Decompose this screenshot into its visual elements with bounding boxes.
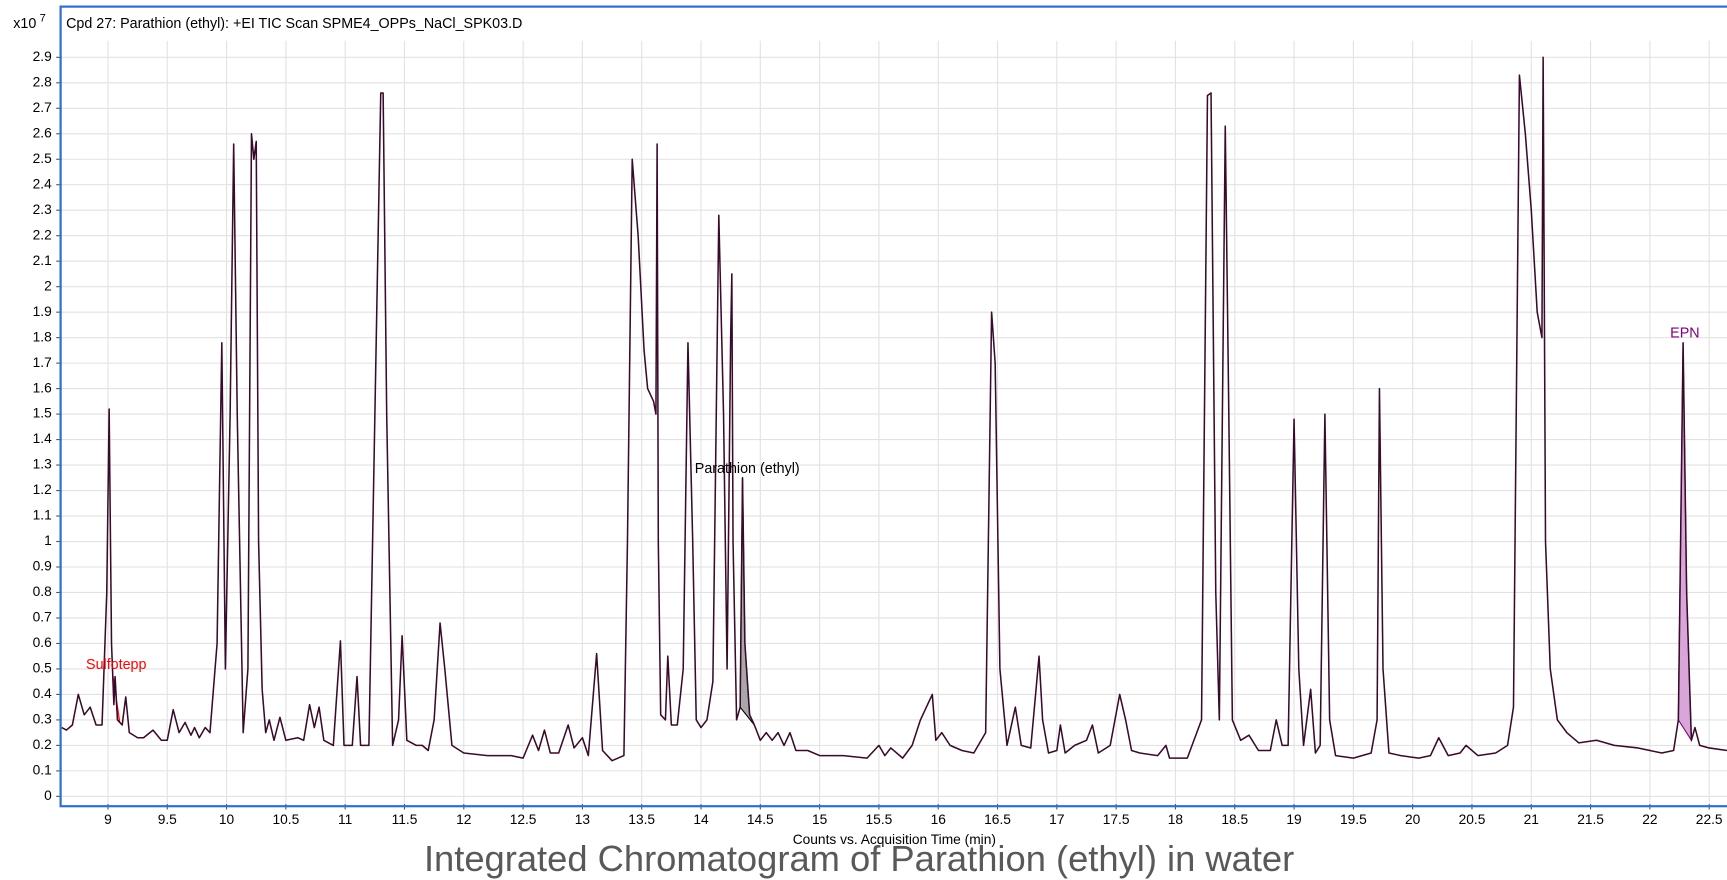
x-tick-label: 11.5 [392, 812, 418, 827]
trace [61, 56, 1727, 762]
x-tick-label: 14.5 [747, 812, 774, 827]
x-tick-label: 12 [456, 812, 471, 827]
multiplier-exponent: 7 [40, 13, 46, 25]
y-tick-label: 2.5 [33, 151, 52, 166]
y-tick-label: 0.3 [33, 712, 52, 727]
x-tick-label: 20 [1405, 812, 1421, 827]
y-tick-label: 0.1 [33, 763, 52, 778]
x-tick-label: 20.5 [1459, 812, 1486, 827]
y-tick-label: 1.4 [33, 431, 52, 446]
chart-title: Cpd 27: Parathion (ethyl): +EI TIC Scan … [66, 16, 522, 32]
x-tick-label: 22.5 [1696, 812, 1723, 827]
y-tick-label: 0.9 [33, 559, 52, 574]
x-tick-label: 21 [1524, 812, 1539, 827]
x-tick-label: 18.5 [1221, 812, 1248, 827]
x-tick-label: 11 [338, 812, 352, 827]
y-tick-label: 2.1 [33, 253, 52, 268]
x-tick-label: 12.5 [510, 812, 537, 827]
y-tick-label: 1 [44, 533, 52, 548]
trace-line [61, 56, 1727, 762]
x-tick-label: 17 [1049, 812, 1064, 827]
x-tick-label: 18 [1168, 812, 1184, 827]
peak-label: Parathion (ethyl) [695, 461, 800, 477]
y-tick-label: 1.8 [33, 329, 52, 344]
y-tick-label: 2.6 [33, 125, 52, 140]
y-multiplier: x10 7 [13, 13, 45, 32]
x-axis-label: Counts vs. Acquisition Time (min) [793, 832, 996, 847]
peak-label: Sulfotepp [86, 657, 146, 673]
y-tick-label: 1.7 [33, 355, 52, 370]
y-tick-label: 0.8 [33, 584, 52, 599]
x-tick-label: 15 [812, 812, 828, 827]
x-tick-label: 17.5 [1103, 812, 1130, 827]
y-tick-label: 2.4 [33, 176, 52, 191]
x-tick-label: 21.5 [1577, 812, 1604, 827]
caption: Integrated Chromatogram of Parathion (et… [424, 838, 1294, 879]
y-tick-label: 1.6 [33, 380, 52, 395]
x-tick-label: 16.5 [984, 812, 1011, 827]
y-tick-label: 0.5 [33, 661, 52, 676]
y-tick-label: 0.2 [33, 737, 52, 752]
y-tick-label: 0.6 [33, 635, 52, 650]
x-tick-label: 10.5 [272, 812, 299, 827]
x-tick-label: 16 [931, 812, 947, 827]
y-tick-label: 2.2 [33, 227, 52, 242]
y-tick-label: 1.9 [33, 304, 52, 319]
y-tick-label: 0.4 [33, 686, 52, 701]
x-tick-label: 15.5 [866, 812, 893, 827]
x-tick-label: 19.5 [1340, 812, 1367, 827]
x-tick-label: 13 [575, 812, 591, 827]
y-tick-label: 0.7 [33, 610, 52, 625]
plot-frame [59, 5, 1727, 808]
y-tick-label: 0 [44, 788, 52, 803]
x-tick-label: 9 [104, 812, 112, 827]
y-tick-label: 2.3 [33, 202, 52, 217]
y-tick-label: 2.7 [33, 100, 52, 115]
grid: 0 0.1 0.2 0.3 0.4 0.5 0.6 0.7 0.8 0.9 1 1.1 1.2 1.3 1.… [33, 40, 1727, 827]
x-tick-label: 14 [693, 812, 709, 827]
x-tick-label: 22 [1642, 812, 1657, 827]
y-tick-label: 1.3 [33, 457, 52, 472]
y-tick-label: 2 [44, 278, 52, 293]
labels: Sulfotepp Parathion (ethyl) EPN [86, 326, 1700, 673]
y-tick-label: 2.8 [33, 74, 52, 89]
x-tick-label: 19 [1286, 812, 1301, 827]
y-tick-label: 2.9 [33, 49, 52, 64]
multiplier-base: x10 [13, 16, 36, 32]
y-tick-label: 1.5 [33, 406, 52, 421]
x-tick-label: 9.5 [158, 812, 177, 827]
y-tick-label: 1.2 [33, 482, 52, 497]
x-tick-label: 13.5 [628, 812, 655, 827]
peak-label: EPN [1670, 326, 1699, 342]
y-tick-label: 1.1 [33, 508, 52, 523]
x-tick-label: 10 [219, 812, 235, 827]
